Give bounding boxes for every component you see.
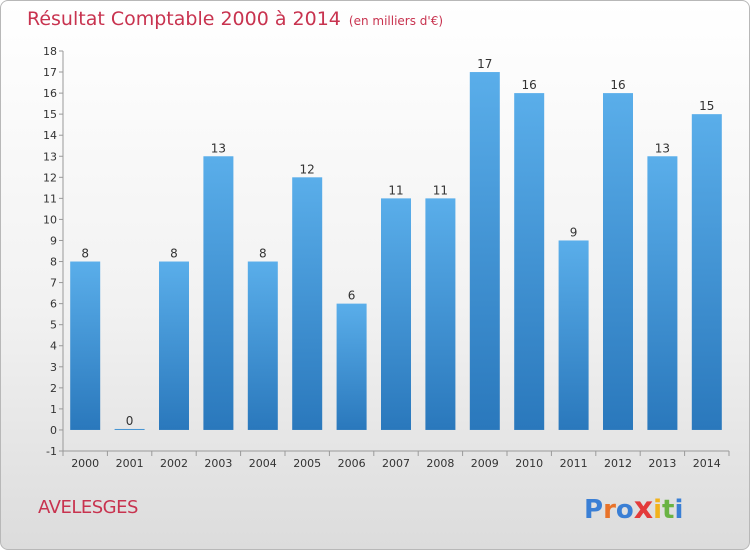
bar	[336, 303, 367, 430]
data-label: 16	[610, 78, 625, 92]
logo-letter: i	[653, 495, 663, 525]
x-tick-label: 2014	[693, 457, 721, 470]
data-label: 8	[259, 247, 267, 261]
data-label: 6	[348, 289, 356, 303]
bar	[603, 93, 633, 430]
y-tick-label: 5	[50, 319, 57, 332]
x-tick-label: 2010	[515, 457, 543, 470]
y-tick-label: 18	[43, 45, 57, 58]
bar	[691, 114, 722, 430]
bar	[247, 261, 278, 430]
logo-letter: t	[662, 495, 675, 525]
bar	[514, 93, 545, 430]
data-label: 11	[388, 183, 403, 197]
y-tick-label: -1	[46, 445, 57, 458]
y-tick-label: 13	[43, 150, 57, 163]
y-tick-label: 12	[43, 171, 57, 184]
bar	[203, 156, 234, 430]
data-label: 17	[477, 57, 492, 71]
data-label: 8	[81, 247, 89, 261]
y-tick-label: 6	[50, 298, 57, 311]
y-tick-label: 0	[50, 424, 57, 437]
y-tick-label: 14	[43, 129, 57, 142]
bar	[292, 177, 323, 430]
x-tick-label: 2012	[604, 457, 632, 470]
x-tick-label: 2001	[116, 457, 144, 470]
logo-letter: P	[584, 495, 604, 525]
proxiti-logo[interactable]: Proxiti	[584, 491, 683, 526]
x-tick-label: 2013	[648, 457, 676, 470]
bar	[381, 198, 411, 430]
y-tick-label: 11	[43, 192, 57, 205]
x-tick-label: 2006	[338, 457, 366, 470]
x-tick-label: 2009	[471, 457, 499, 470]
x-tick-label: 2000	[71, 457, 99, 470]
chart-unit: (en milliers d'€)	[348, 14, 444, 28]
y-tick-label: 10	[43, 213, 57, 226]
data-label: 9	[570, 225, 578, 239]
logo-letter: i	[674, 495, 684, 525]
y-tick-label: 15	[43, 108, 57, 121]
data-label: 13	[655, 141, 670, 155]
y-tick-label: 4	[50, 340, 57, 353]
bar	[469, 72, 500, 430]
data-label: 13	[211, 141, 226, 155]
y-tick-label: 17	[43, 66, 57, 79]
chart-title-text: Résultat Comptable 2000 à 2014	[27, 8, 341, 30]
y-tick-label: 9	[50, 234, 57, 247]
x-tick-label: 2005	[293, 457, 321, 470]
logo-letter: o	[615, 495, 634, 525]
data-label: 8	[170, 247, 178, 261]
y-tick-label: 7	[50, 277, 57, 290]
logo-letter: r	[603, 495, 616, 525]
x-tick-label: 2008	[426, 457, 454, 470]
data-label: 16	[522, 78, 537, 92]
data-label: 12	[300, 162, 315, 176]
x-tick-label: 2002	[160, 457, 188, 470]
bar	[114, 428, 145, 430]
bar	[425, 198, 456, 430]
x-tick-label: 2004	[249, 457, 277, 470]
bar	[558, 240, 589, 430]
y-tick-label: 2	[50, 382, 57, 395]
bar	[647, 156, 678, 430]
bar	[159, 261, 189, 430]
x-tick-label: 2011	[560, 457, 588, 470]
data-label: 0	[126, 414, 134, 428]
x-tick-label: 2003	[204, 457, 232, 470]
y-tick-label: 3	[50, 361, 57, 374]
chart-title: Résultat Comptable 2000 à 2014 (en millie…	[27, 8, 443, 30]
y-tick-label: 8	[50, 256, 57, 269]
y-tick-label: 16	[43, 87, 57, 100]
logo-letter: x	[633, 491, 654, 526]
bar	[70, 261, 101, 430]
y-tick-label: 1	[50, 403, 57, 416]
data-label: 11	[433, 183, 448, 197]
data-label: 15	[699, 99, 714, 113]
commune-name: AVELESGES	[38, 497, 138, 518]
x-tick-label: 2007	[382, 457, 410, 470]
